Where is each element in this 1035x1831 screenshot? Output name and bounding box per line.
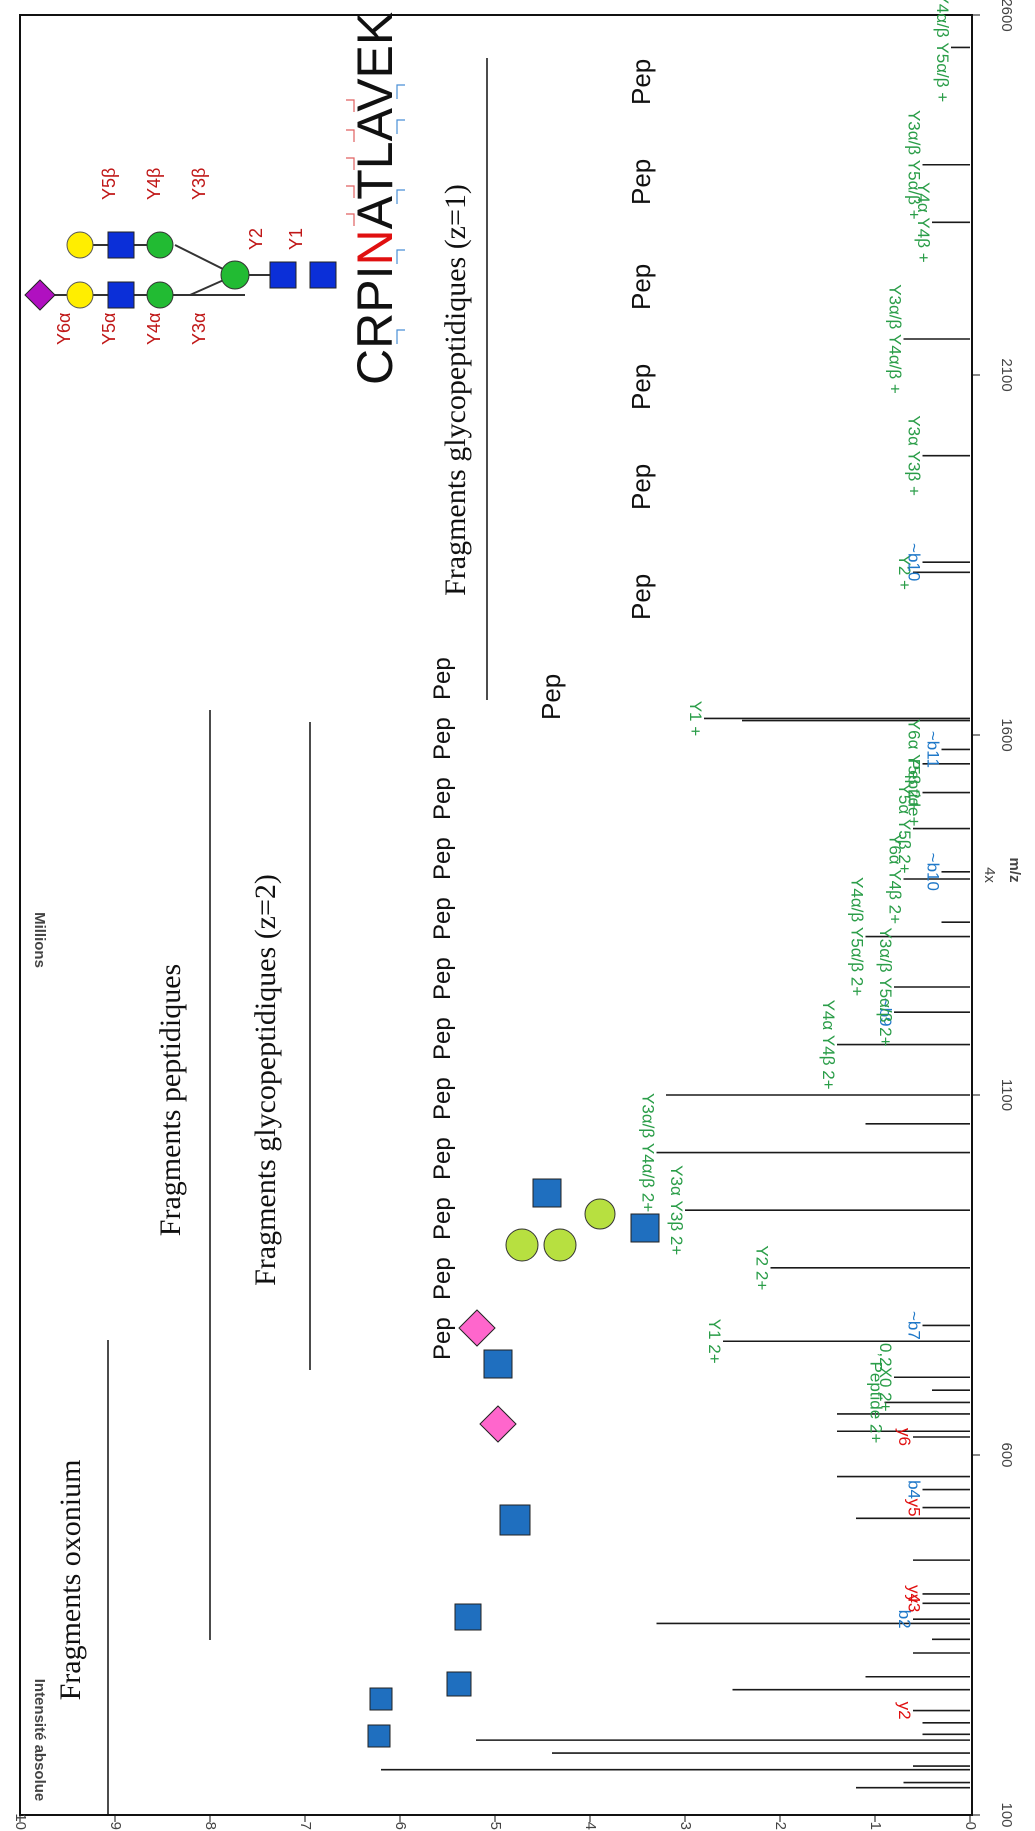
- section-oxonium: Fragments oxonium: [54, 1460, 87, 1701]
- zoom-label: 4x: [981, 867, 998, 883]
- peaks-layer: [381, 46, 970, 1789]
- sequence-cleavage-brackets: [346, 84, 405, 344]
- pep-label-z2-2: Pep: [429, 1257, 456, 1300]
- glyco-z2-pep-labels: Pep Pep Pep Pep Pep Pep Pep Pep Pep Pep …: [429, 657, 456, 1360]
- peak-label-25: Peptide 2+: [867, 1362, 886, 1444]
- peak-label-16: y4: [905, 1585, 924, 1603]
- pep-label-z2-10: Pep: [429, 777, 456, 820]
- pep-label-z2-7: Pep: [429, 957, 456, 1000]
- x-tick-label-0: 100: [998, 1802, 1015, 1827]
- pep-label-z2-5: Pep: [429, 1077, 456, 1120]
- pep-label-z2-11: Pep: [429, 717, 456, 760]
- glycan-label-y5b: Y5β: [99, 168, 119, 200]
- peak-label-8: y2: [895, 1702, 914, 1720]
- peak-label-54: Y4α/β Y5α/β +: [933, 0, 952, 102]
- y-tick-label-10: 10: [12, 1813, 29, 1830]
- y-tick-label-2: 2: [772, 1822, 789, 1830]
- glycan-label-y5a: Y5α: [99, 313, 119, 345]
- glycan-label-y3b: Y3β: [189, 168, 209, 200]
- peak-label-38: Y4α/β Y5α/β 2+: [848, 877, 867, 996]
- peak-label-41: ~b10: [924, 853, 943, 891]
- y-tick-label-5: 5: [487, 1822, 504, 1830]
- section-peptide: Fragments peptidiques: [154, 964, 187, 1236]
- pep-label-z2-9: Pep: [429, 837, 456, 880]
- sequence-before: CRPI: [347, 266, 403, 385]
- glycan-label-y2: Y2: [246, 228, 266, 250]
- ticks-layer: 0 1 2 3 4 5 6 7 8 9 10 100 600 1100 1600 2100 2600: [12, 0, 1015, 1830]
- peak-label-29: ~b7: [905, 1311, 924, 1340]
- oxonium-symbols: [367, 1178, 660, 1748]
- peak-label-52: Y4α Y4β +: [914, 182, 933, 263]
- peak-label-40: Y6α Y4β 2+: [886, 834, 905, 924]
- peak-label-42: Y5α Y5β 2+: [895, 784, 914, 874]
- glyco-z1-pep-labels: Pep Pep Pep Pep Pep Pep Pep: [536, 59, 656, 720]
- pep-label-z1-2: Pep: [626, 574, 656, 620]
- pep-label-z2-1: Pep: [429, 1317, 456, 1360]
- glycan-label-y4b: Y4β: [144, 168, 164, 200]
- x-axis-label: m/z: [1006, 857, 1023, 882]
- peak-label-28: Y1 2+: [705, 1319, 724, 1364]
- glycan-label-y3a: Y3α: [189, 313, 209, 345]
- y-tick-label-8: 8: [202, 1822, 219, 1830]
- peak-label-37: Y3α/β Y5α/β 2+: [876, 927, 895, 1046]
- glycan-label-y6a: Y6α: [54, 313, 74, 345]
- peak-label-51: Y3α/β Y4α/β +: [886, 284, 905, 394]
- y-tick-label-7: 7: [297, 1822, 314, 1830]
- x-tick-label-1: 600: [998, 1442, 1015, 1467]
- peak-label-19: y5: [905, 1499, 924, 1517]
- peak-label-15: y3: [905, 1594, 924, 1612]
- peak-label-43: Peptide+: [905, 759, 924, 827]
- plot-frame: [19, 14, 973, 1816]
- peak-label-50: Y3α Y3β +: [905, 415, 924, 496]
- section-glyco-z2: Fragments glycopeptidiques (z=2): [249, 874, 282, 1286]
- peak-label-30: Y2 2+: [753, 1245, 772, 1290]
- pep-label-z1-3: Pep: [626, 464, 656, 510]
- x-tick-label-5: 2600: [998, 0, 1015, 32]
- sequence-after: ATLAVEK: [347, 12, 403, 230]
- peak-label-53: Y3α/β Y5α/β +: [905, 110, 924, 220]
- peak-label-14: b2: [895, 1610, 914, 1629]
- peak-label-44: Y6α Y5β 2+: [905, 719, 924, 809]
- n-glycan-structure: Y6α Y5α Y4α Y3α Y5β Y4β Y3β Y2 Y1: [24, 168, 337, 345]
- peptide-sequence: CRPINATLAVEK: [347, 12, 403, 385]
- pep-label-z2-8: Pep: [429, 897, 456, 940]
- peak-label-22: y6: [895, 1428, 914, 1446]
- peak-label-27: 0,2X0 2+: [876, 1343, 895, 1412]
- section-glyco-z1: Fragments glycopeptidiques (z=1): [439, 184, 472, 596]
- y-tick-label-9: 9: [107, 1822, 124, 1830]
- y-tick-label-6: 6: [392, 1822, 409, 1830]
- y-tick-label-4: 4: [582, 1822, 599, 1830]
- peak-label-47: Y1 +: [686, 701, 705, 737]
- y-axis-label: Intensité absolue: [31, 1679, 48, 1802]
- pep-label-z2-6: Pep: [429, 1017, 456, 1060]
- y-unit-label: Millions: [31, 912, 48, 968]
- y-tick-label-3: 3: [677, 1822, 694, 1830]
- pep-label-z1-6: Pep: [626, 159, 656, 205]
- peak-label-31: Y3α Y3β 2+: [667, 1165, 686, 1255]
- x-tick-label-3: 1600: [998, 718, 1015, 751]
- sequence-site: N: [347, 229, 403, 265]
- x-tick-label-2: 1100: [998, 1079, 1015, 1111]
- pep-label-z2-3: Pep: [429, 1197, 456, 1240]
- x-tick-label-4: 2100: [998, 358, 1015, 391]
- pep-label-z2-4: Pep: [429, 1137, 456, 1180]
- pep-label-z1-5: Pep: [626, 264, 656, 310]
- peak-label-32: Y3α/β Y4α/β 2+: [639, 1093, 658, 1212]
- peak-label-49: ~b10: [905, 543, 924, 581]
- y-tick-label-1: 1: [867, 1822, 884, 1830]
- y-tick-label-0: 0: [962, 1822, 979, 1830]
- pep-label-z1-7: Pep: [626, 59, 656, 105]
- peak-label-35: Y4α Y4β 2+: [819, 1000, 838, 1090]
- peak-label-20: b4: [905, 1480, 924, 1499]
- glycan-label-y1: Y1: [286, 228, 306, 250]
- glycan-label-y4a: Y4α: [144, 313, 164, 345]
- pep-label-z2-12: Pep: [429, 657, 456, 700]
- peak-label-45: ~b11: [924, 731, 943, 768]
- peak-label-48: Y2 +: [895, 555, 914, 591]
- pep-label-z1-1: Pep: [536, 674, 566, 720]
- pep-label-z1-4: Pep: [626, 364, 656, 410]
- peak-label-36: ~b9: [876, 998, 895, 1027]
